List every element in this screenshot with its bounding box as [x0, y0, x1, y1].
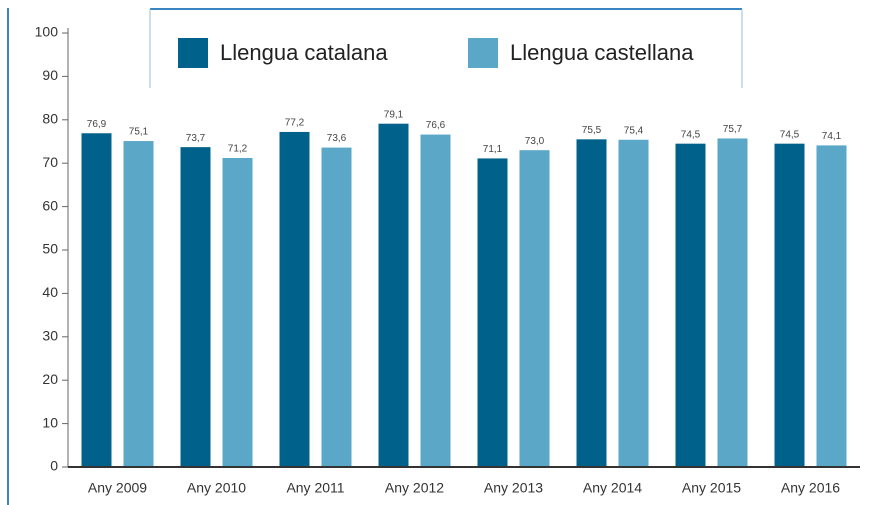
y-tick-label: 80 — [42, 111, 58, 127]
legend-label: Llengua catalana — [220, 40, 388, 65]
bar — [420, 134, 451, 467]
x-tick-label: Any 2011 — [286, 480, 344, 496]
value-label: 76,9 — [87, 119, 107, 130]
y-tick-label: 50 — [42, 241, 58, 257]
bar — [717, 138, 748, 467]
value-label: 79,1 — [384, 109, 404, 120]
value-label: 73,0 — [525, 136, 545, 147]
x-tick-label: Any 2015 — [682, 480, 741, 496]
bar — [618, 139, 649, 467]
legend-swatch — [468, 38, 498, 68]
bar — [378, 123, 409, 468]
value-label: 73,6 — [327, 133, 347, 144]
y-tick-label: 70 — [42, 154, 58, 170]
value-label: 73,7 — [186, 133, 206, 144]
value-label: 71,1 — [483, 144, 503, 155]
legend-label: Llengua castellana — [510, 40, 694, 65]
bar — [279, 131, 310, 467]
value-label: 75,5 — [582, 125, 602, 136]
bar — [222, 157, 253, 467]
y-tick-label: 60 — [42, 197, 58, 213]
x-tick-label: Any 2016 — [781, 480, 840, 496]
bar — [321, 147, 352, 468]
x-tick-label: Any 2014 — [583, 480, 642, 496]
legend-swatch — [178, 38, 208, 68]
bar — [519, 150, 550, 467]
value-label: 71,2 — [228, 144, 248, 155]
value-label: 74,5 — [681, 129, 701, 140]
value-label: 74,1 — [822, 131, 842, 142]
y-tick-label: 90 — [42, 67, 58, 83]
value-label: 75,7 — [723, 124, 743, 135]
bar — [774, 143, 805, 468]
x-tick-label: Any 2012 — [385, 480, 444, 496]
bar — [477, 158, 508, 467]
y-tick-label: 20 — [42, 371, 58, 387]
bar — [576, 139, 607, 467]
x-tick-label: Any 2009 — [88, 480, 147, 496]
value-label: 75,1 — [129, 127, 149, 138]
value-label: 76,6 — [426, 120, 446, 131]
y-tick-label: 30 — [42, 328, 58, 344]
y-tick-label: 0 — [50, 458, 58, 474]
y-tick-label: 40 — [42, 284, 58, 300]
bar — [816, 145, 847, 467]
y-tick-label: 100 — [35, 24, 59, 40]
value-label: 75,4 — [624, 125, 644, 136]
bar — [81, 133, 112, 467]
bar — [180, 147, 211, 467]
value-label: 74,5 — [780, 129, 800, 140]
bar — [123, 141, 154, 468]
x-tick-label: Any 2010 — [187, 480, 246, 496]
x-tick-label: Any 2013 — [484, 480, 543, 496]
value-label: 77,2 — [285, 118, 305, 129]
y-tick-label: 10 — [42, 414, 58, 430]
bar — [675, 143, 706, 468]
